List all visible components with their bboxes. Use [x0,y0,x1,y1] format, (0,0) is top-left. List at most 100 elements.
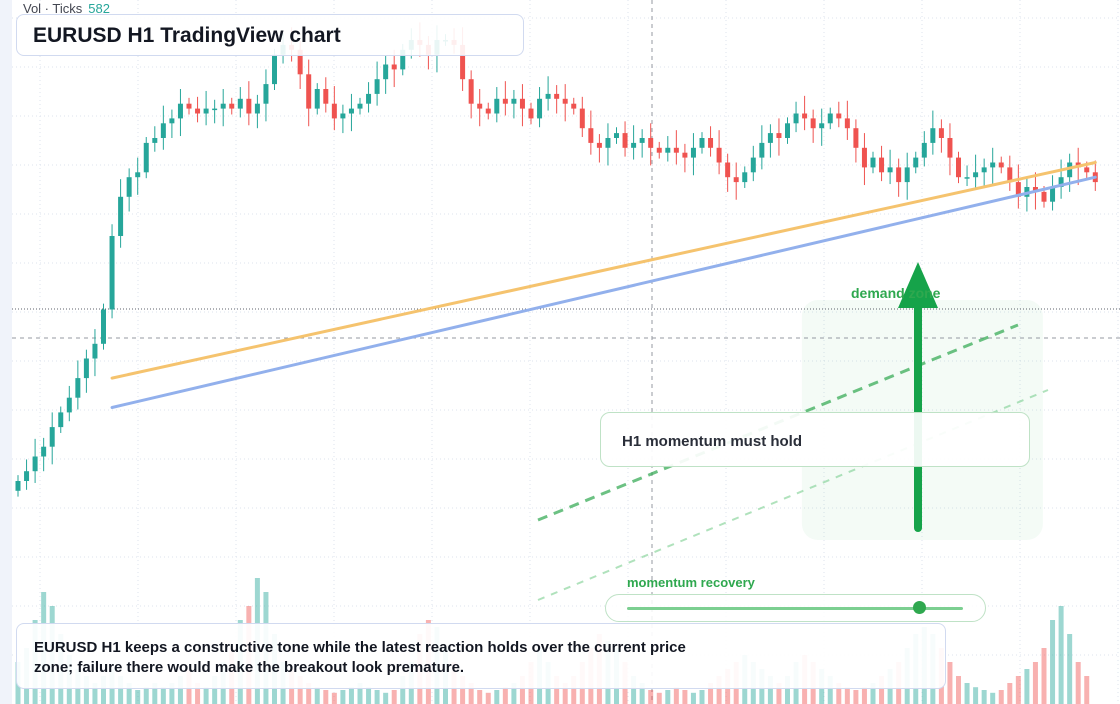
candle-body [15,481,21,491]
volume-bar [511,683,517,704]
candle-body [101,309,106,344]
candle-body [1067,162,1073,178]
candle-body [844,118,850,129]
candle-body [725,162,731,178]
candle-body [853,128,859,148]
trendline [110,161,1097,380]
volume-bar [340,690,346,704]
volume-bar [314,687,320,704]
candle-body [819,123,825,129]
volume-bar [964,683,970,704]
volume-bar [460,676,466,704]
volume-bar [494,690,500,704]
momentum-note-box[interactable]: H1 momentum must hold [600,412,1030,467]
candle-body [237,98,243,109]
candle-body [981,167,987,173]
candle-body [263,84,269,104]
candle-body [998,162,1004,168]
volume-bar [571,676,577,704]
candle-body [272,54,277,85]
candle-body [870,157,876,168]
volume-bar [690,692,696,704]
momentum-slider[interactable] [605,594,986,622]
candle-body [229,103,235,109]
volume-bar [477,690,483,704]
volume-bar [1050,620,1056,704]
candle-body [41,446,47,457]
candle-body [759,142,765,158]
candle-body [614,133,619,138]
volume-bar [348,687,354,704]
demand-zone-label: demand zone [851,285,941,301]
candle-body [554,93,560,99]
volume-bar [861,687,867,704]
candle-body [605,138,611,148]
candle-body [186,103,192,109]
candle-body [400,49,406,70]
candle-body [921,142,927,158]
volume-bar [767,676,773,704]
volume-bar [631,676,637,704]
volume-bar [169,683,175,704]
candle-body [340,113,346,119]
candle-body [579,108,585,129]
volume-bar [391,690,397,704]
volume-bar [956,676,961,704]
candle-body [827,113,833,124]
candle-body [562,98,568,104]
momentum-slider-track[interactable] [627,607,963,610]
volume-bar [143,687,149,704]
candle-body [519,98,525,109]
candle-body [383,64,389,80]
candle-body [802,113,808,119]
candle-body [152,138,158,143]
candle-body [468,79,474,104]
volume-bar [879,676,885,704]
volume-bar [673,687,679,704]
candle-body [673,147,679,153]
candle-body [297,49,303,75]
candle-body [648,138,654,148]
candle-body [767,133,773,143]
candle-body [750,157,756,173]
volume-bar [135,690,141,704]
volume-bar [708,683,714,704]
volume-bar [844,687,850,704]
candle-body [83,358,89,379]
volume-legend-label: Vol · Ticks [23,1,83,16]
candle-body [92,343,98,359]
candle-body [682,152,688,158]
candle-body [24,471,30,481]
candle-body [776,133,782,138]
candle-body [733,177,739,183]
candle-body [708,138,714,148]
candle-body [1041,191,1047,202]
volume-bar [1084,676,1090,704]
candle-body [66,397,72,413]
volume-bar [160,687,166,704]
volume-bar [870,683,876,704]
volume-bar [101,676,106,704]
candle-body [126,177,132,197]
volume-bar [562,683,568,704]
candle-body [973,172,979,178]
candle-body [956,157,961,178]
momentum-slider-thumb[interactable] [913,601,927,614]
candle-body [742,172,748,183]
volume-bar [836,683,842,704]
candle-body [699,138,705,148]
volume-bar [519,676,525,704]
candle-body [836,113,842,119]
volume-bar [306,683,312,704]
volume-bar [485,692,491,704]
volume-bar [357,683,363,704]
momentum-arrow-head [898,262,938,308]
volume-bar [998,690,1004,704]
candle-body [220,103,226,109]
volume-bar [1067,634,1073,704]
volume-bar [973,687,979,704]
candle-body [374,79,380,94]
momentum-slider-label: momentum recovery [627,575,755,590]
volume-bar [502,687,508,704]
